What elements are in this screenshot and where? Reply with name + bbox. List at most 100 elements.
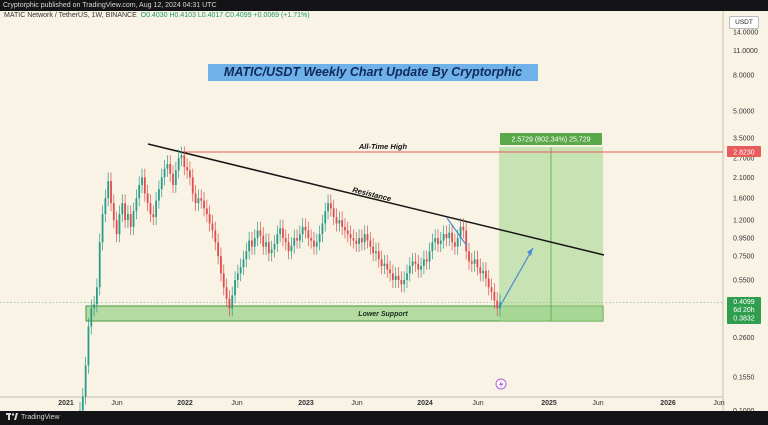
candle-body [304, 226, 307, 231]
candle-body [459, 226, 462, 239]
candle-body [437, 238, 439, 244]
candle [276, 225, 279, 253]
candle-body [143, 177, 146, 194]
candle [284, 229, 287, 251]
candle-body [329, 203, 332, 209]
candle [87, 317, 90, 374]
candle-body [265, 242, 267, 247]
candle-body [408, 266, 411, 274]
candle [222, 264, 225, 296]
candle-body [496, 300, 499, 309]
candle-body [298, 234, 301, 241]
event-marker-icon[interactable] [495, 378, 507, 390]
candle-body [448, 232, 451, 239]
candle [352, 229, 355, 249]
candle [324, 202, 327, 232]
target-info-box [500, 133, 602, 145]
candle-body [177, 158, 180, 171]
candle [183, 146, 186, 176]
y-tick-label: 8.0000 [733, 72, 755, 79]
candle-body [397, 275, 400, 280]
y-tick-label: 0.7500 [733, 254, 755, 261]
candle-body [349, 234, 352, 239]
candle [442, 225, 445, 249]
currency-button[interactable]: USDT [729, 16, 759, 29]
candle [149, 194, 152, 223]
candle [107, 172, 110, 207]
candle-body [355, 240, 358, 244]
candle-body [411, 261, 414, 267]
candle [245, 242, 248, 268]
candle-body [242, 259, 245, 268]
candle-body [262, 235, 265, 247]
candle-body [174, 170, 177, 186]
ath-price-label-bg [727, 146, 761, 157]
y-tick-label: 0.5500 [733, 278, 755, 285]
candle-body [406, 273, 408, 280]
candle [363, 225, 366, 251]
candle-body [152, 214, 155, 218]
candle [211, 214, 214, 239]
candle-body [315, 242, 318, 247]
candle [434, 229, 437, 251]
candle [282, 219, 284, 247]
candle [203, 191, 205, 217]
candle-body [341, 220, 344, 227]
candle-body [253, 238, 256, 247]
candle [366, 225, 369, 249]
candle [349, 225, 352, 247]
candle [482, 262, 484, 282]
candle [321, 214, 324, 243]
candle-body [493, 292, 496, 301]
candle [406, 264, 408, 289]
candle-body [191, 177, 194, 194]
candle [355, 231, 358, 253]
candle [459, 218, 462, 247]
candle [493, 283, 496, 309]
candle [239, 258, 242, 282]
candle-body [284, 238, 287, 243]
resistance-label: Resistance [352, 185, 393, 203]
candle [208, 205, 211, 232]
x-tick-label: Jun [472, 400, 483, 407]
candle-body [118, 214, 121, 235]
y-tick-label: 1.6000 [733, 196, 755, 203]
x-tick-label: 2021 [58, 400, 74, 407]
candle [448, 223, 451, 247]
candle [158, 180, 160, 209]
candle-body [338, 220, 341, 224]
candle [279, 219, 282, 243]
candle-body [332, 208, 335, 218]
candle [191, 168, 194, 202]
candle-body [293, 238, 296, 246]
target-info-text: 2.5729 (802.34%) 25,729 [511, 137, 590, 144]
candle [327, 194, 329, 220]
candle-body [127, 214, 129, 221]
candle [129, 205, 132, 235]
candle-body [485, 270, 487, 279]
candle-body [208, 214, 211, 224]
candle [177, 149, 180, 179]
candle-body [197, 198, 200, 204]
x-tick-label: 2025 [541, 400, 557, 407]
candle [98, 233, 101, 296]
candle [346, 221, 349, 243]
candle [118, 205, 121, 243]
all-time-high-label: All-Time High [358, 142, 408, 151]
candle [403, 271, 406, 293]
candle-body [132, 211, 135, 227]
candle-body [442, 234, 445, 241]
candle-body [327, 203, 329, 212]
y-tick-label: 5.0000 [733, 108, 755, 115]
candle-body [101, 214, 104, 243]
candle-body [236, 273, 239, 280]
candle [231, 286, 234, 317]
candle [90, 299, 93, 335]
candle-body [451, 232, 453, 243]
candle [143, 168, 146, 202]
candle [234, 271, 236, 304]
candle [473, 250, 476, 272]
support-price-label: 0.3832 [733, 316, 755, 323]
lower-support-label: Lower Support [358, 311, 408, 318]
